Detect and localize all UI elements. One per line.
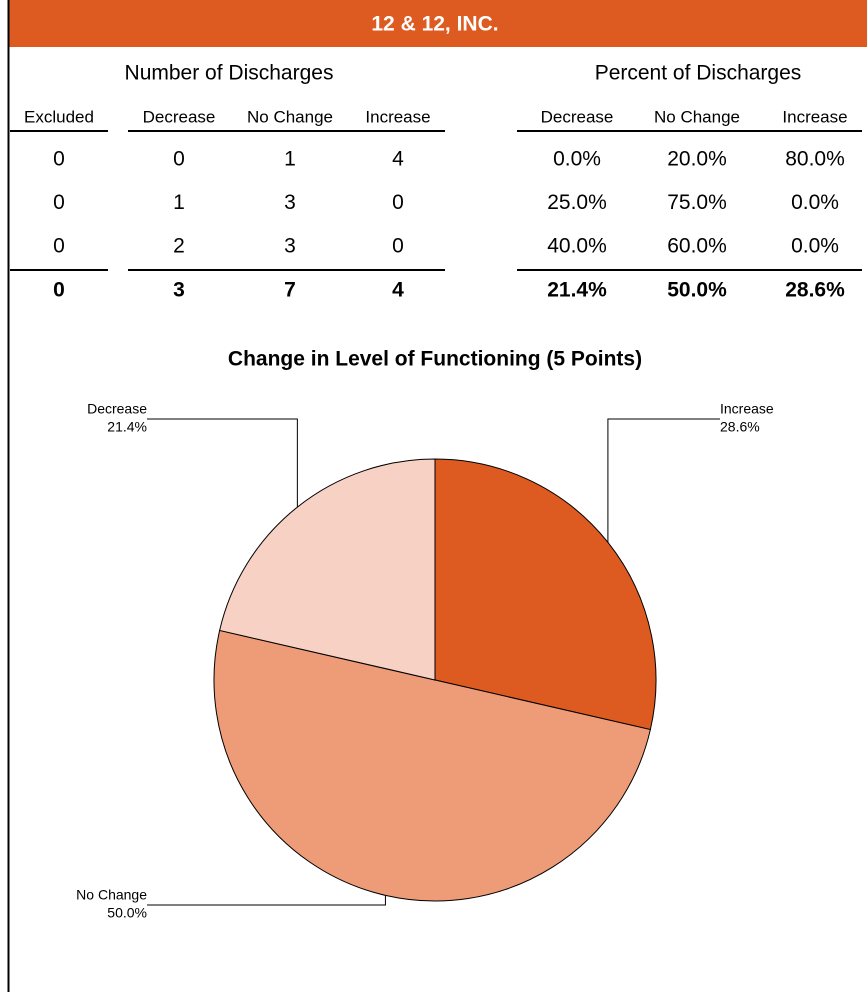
slice-value: 28.6% <box>720 419 760 435</box>
leader-line <box>147 418 298 508</box>
rules <box>10 130 862 271</box>
column-header: Excluded <box>24 107 94 126</box>
pie-slice <box>219 458 436 681</box>
cell: 0 <box>392 191 404 214</box>
cell: 4 <box>392 148 404 171</box>
total-cell: 7 <box>284 279 296 302</box>
column-header: No Change <box>247 107 333 126</box>
column-header: Increase <box>782 107 847 126</box>
total-cell: 21.4% <box>547 279 607 302</box>
cell: 1 <box>173 191 185 214</box>
column-header: Decrease <box>541 107 614 126</box>
cell: 1 <box>284 148 296 171</box>
cell: 0.0% <box>791 191 839 214</box>
slice-label: Decrease <box>87 401 147 417</box>
header-bar <box>8 0 867 47</box>
cell: 3 <box>284 191 296 214</box>
slice-label: No Change <box>76 887 147 903</box>
total-cell: 28.6% <box>785 279 845 302</box>
group-header: Percent of Discharges <box>595 62 802 85</box>
cell: 3 <box>284 235 296 258</box>
slice-value: 21.4% <box>107 419 147 435</box>
cell: 2 <box>173 235 185 258</box>
column-header: Increase <box>365 107 430 126</box>
cell: 0.0% <box>791 235 839 258</box>
total-cell: 3 <box>173 279 185 302</box>
cell: 75.0% <box>667 191 727 214</box>
leader-line <box>147 895 386 906</box>
cell: 0 <box>53 148 65 171</box>
column-header: No Change <box>654 107 740 126</box>
cell: 0 <box>53 191 65 214</box>
column-header: Decrease <box>143 107 216 126</box>
cell: 40.0% <box>547 235 607 258</box>
leader-line <box>607 418 720 543</box>
header-title: 12 & 12, INC. <box>371 13 498 36</box>
total-cell: 50.0% <box>667 279 727 302</box>
cell: 25.0% <box>547 191 607 214</box>
cell: 0 <box>392 235 404 258</box>
cell: 20.0% <box>667 148 727 171</box>
cell: 0 <box>173 148 185 171</box>
cell: 80.0% <box>785 148 845 171</box>
slice-value: 50.0% <box>107 905 147 921</box>
cell: 0.0% <box>553 148 601 171</box>
pie-slice <box>213 629 651 902</box>
total-cell: 4 <box>392 279 404 302</box>
cell: 60.0% <box>667 235 727 258</box>
chart-title: Change in Level of Functioning (5 Points… <box>228 348 642 371</box>
slice-label: Increase <box>720 401 774 417</box>
total-cell: 0 <box>53 279 65 302</box>
pie-slice <box>434 458 657 731</box>
group-header: Number of Discharges <box>125 62 334 85</box>
cell: 0 <box>53 235 65 258</box>
